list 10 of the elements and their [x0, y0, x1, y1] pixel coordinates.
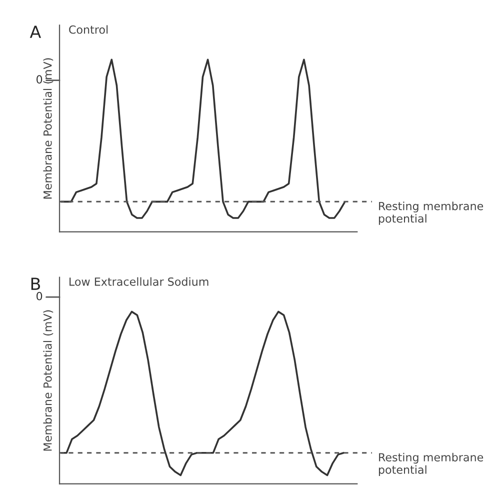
chart-subtitle: Control	[69, 25, 108, 34]
ref-line-label: Resting membrane potential	[378, 452, 484, 476]
chart-subtitle: Low Extracellular Sodium	[70, 277, 208, 286]
text: 0	[36, 292, 42, 300]
y-axis-title: Membrane Potential (mV)	[43, 310, 54, 451]
y-axis-title: Membrane Potential (mV)	[43, 58, 54, 199]
ref-line-label: Resting membrane potential	[378, 202, 484, 225]
chart-title: A	[30, 26, 42, 38]
text: 0	[36, 75, 42, 84]
chart-title: B	[31, 278, 40, 290]
